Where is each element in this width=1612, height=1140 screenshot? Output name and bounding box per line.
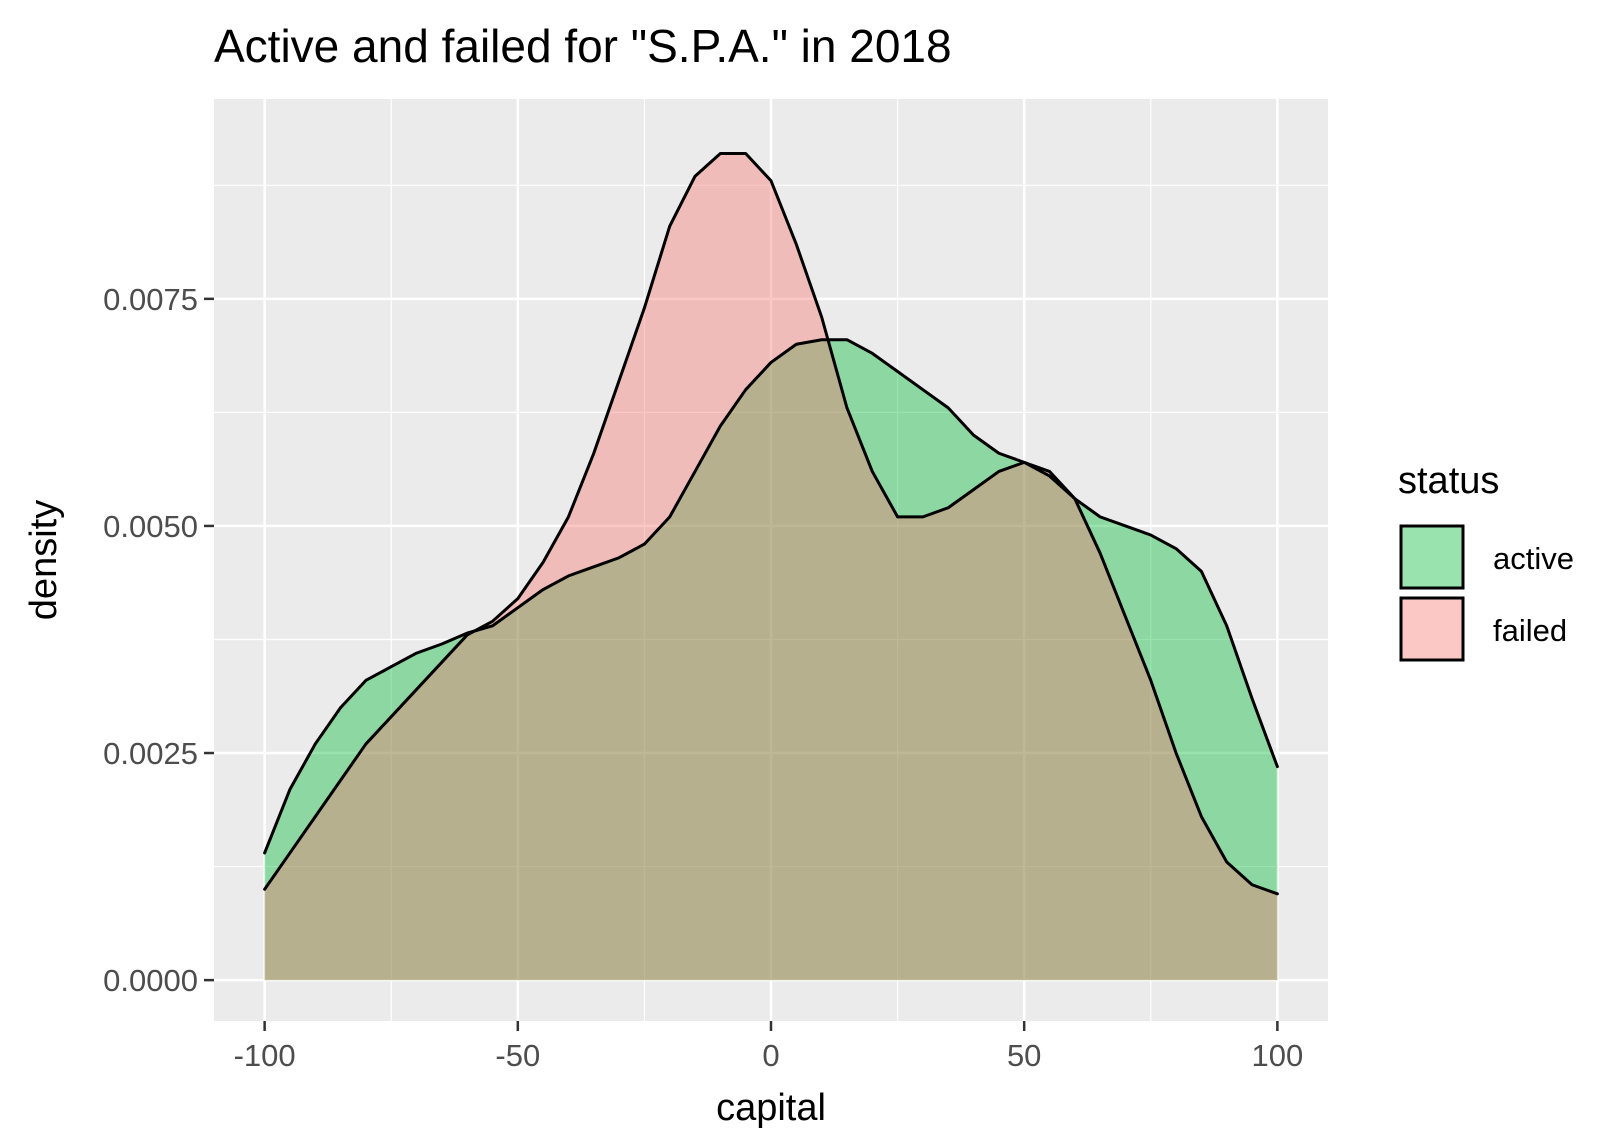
legend-key-background-active	[1398, 523, 1466, 591]
density-area-active	[264, 339, 1278, 981]
x-tick-label: 50	[1007, 1038, 1041, 1073]
density-line-active	[263, 338, 1279, 855]
y-tick-label: 0.0000	[103, 963, 198, 998]
y-tick-label: 0.0075	[103, 282, 198, 317]
axes: -100 -50 0 50 100 0.0000 0.0025 0.0050 0.0075	[103, 282, 1303, 1073]
x-tick-label: 100	[1251, 1038, 1303, 1073]
x-tick-label: -50	[495, 1038, 540, 1073]
x-tick-label: 0	[762, 1038, 779, 1073]
plot-panel	[214, 99, 1328, 1021]
x-axis-title: capital	[716, 1087, 826, 1129]
legend-label-failed: failed	[1493, 613, 1567, 648]
legend-key-background-failed	[1398, 595, 1466, 663]
density-area-failed	[264, 153, 1278, 981]
x-tick-label: -100	[234, 1038, 296, 1073]
legend: status active failed	[1398, 460, 1574, 663]
legend-title: status	[1398, 460, 1499, 502]
legend-swatch-active	[1399, 524, 1465, 590]
y-tick-label: 0.0050	[103, 509, 198, 544]
density-line-failed	[263, 152, 1279, 896]
chart-title: Active and failed for "S.P.A." in 2018	[214, 20, 952, 72]
legend-swatch-failed	[1399, 596, 1465, 662]
y-axis-title: density	[23, 500, 65, 620]
y-tick-label: 0.0025	[103, 736, 198, 771]
legend-label-active: active	[1493, 541, 1574, 576]
density-series	[263, 152, 1279, 981]
